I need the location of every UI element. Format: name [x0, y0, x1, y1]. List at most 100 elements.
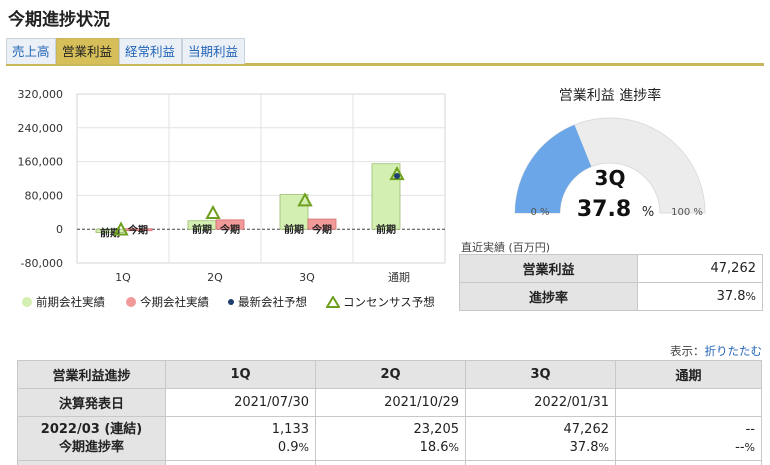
table-row: 決算発表日 2021/07/30 2021/10/29 2022/01/31	[17, 388, 762, 417]
fy-value-2q: 23,205	[413, 421, 460, 437]
consensus-marker	[113, 221, 129, 236]
fy-rate-3q: 37.8	[569, 439, 599, 455]
x-tick-label: 3Q	[299, 271, 315, 284]
recent-value-rate: 37.8%	[637, 282, 763, 311]
progress-header-row: 営業利益進捗 1Q 2Q 3Q 通期	[17, 360, 762, 389]
progress-gauge: 営業利益 進捗率 3Q 37.8% 0 % 100 %	[505, 85, 725, 235]
y-tick-label: 240,000	[18, 122, 64, 135]
announce-date-1q: 2021/07/30	[165, 388, 316, 417]
consensus-marker	[205, 204, 221, 219]
recent-value-rate-text: 37.8	[716, 289, 746, 304]
x-tick-label: 1Q	[115, 271, 131, 284]
next-row-cell	[315, 460, 466, 465]
fy-value-fy: --	[745, 421, 755, 437]
fy-rate-unit-1q: %	[298, 440, 309, 454]
x-tick-label: 通期	[388, 271, 410, 284]
bar-current-year	[215, 219, 245, 230]
gauge-quarter: 3Q	[595, 166, 626, 190]
fy-rate-unit-3q: %	[598, 440, 609, 454]
gauge-rate: 37.8	[577, 197, 631, 222]
fy-cell-1q: 1,133 0.9%	[165, 416, 316, 461]
recent-value-profit-text: 47,262	[710, 261, 757, 276]
fy-rate-2q: 18.6	[419, 439, 449, 455]
triangle-icon	[325, 295, 341, 308]
bar-label-prev: 前期	[284, 223, 304, 236]
consensus-marker	[389, 166, 405, 181]
fy-rate-fy: --	[735, 439, 745, 455]
tab-sales[interactable]: 売上高	[6, 38, 56, 64]
progress-header-1q: 1Q	[165, 360, 316, 389]
collapse-link[interactable]: 折りたたむ	[704, 344, 763, 358]
bar-label-current: 今期	[127, 224, 148, 237]
gauge-title: 営業利益 進捗率	[558, 88, 662, 104]
bar-label-current: 今期	[311, 223, 332, 236]
recent-results-label: 直近実績 (百万円)	[461, 241, 551, 254]
display-toggle-label: 表示：	[670, 344, 705, 358]
next-row-head	[17, 460, 166, 465]
bar-label-current: 今期	[219, 223, 240, 236]
next-row-cell	[615, 460, 762, 465]
table-row	[17, 460, 762, 465]
legend-swatch-current	[126, 297, 136, 307]
progress-table: 営業利益進捗 1Q 2Q 3Q 通期 決算発表日 2021/07/30 2021…	[17, 360, 762, 465]
fy-rate-1q: 0.9	[277, 439, 299, 455]
announce-date-2q: 2021/10/29	[315, 388, 466, 417]
tab-net-profit[interactable]: 当期利益	[182, 38, 245, 64]
recent-row-rate: 進捗率 37.8%	[459, 282, 763, 311]
page-title: 今期進捗状況	[8, 10, 110, 30]
legend-swatch-prev	[22, 297, 32, 307]
announce-date-head: 決算発表日	[17, 388, 166, 417]
display-toggle: 表示：折りたたむ	[670, 343, 762, 359]
bar-prev-year	[279, 194, 309, 230]
bar-current-year	[307, 218, 337, 230]
gauge-min-label: 0 %	[530, 207, 549, 218]
next-row-cell	[165, 460, 316, 465]
fy-rate-unit-fy: %	[744, 440, 755, 454]
fy-row-head-period: 2022/03 (連結)	[40, 421, 143, 437]
fy-value-1q: 1,133	[271, 421, 309, 437]
announce-date-fy	[615, 388, 762, 417]
recent-rate-unit: %	[745, 290, 756, 303]
progress-header-3q: 3Q	[465, 360, 616, 389]
legend-item-consensus: コンセンサス予想	[325, 294, 435, 310]
tab-bar: 売上高 営業利益 経常利益 当期利益	[6, 38, 764, 66]
forecast-marker	[394, 172, 400, 179]
fy-value-3q: 47,262	[563, 421, 610, 437]
y-tick-label: 160,000	[18, 156, 64, 169]
legend-label-prev: 前期会社実績	[36, 295, 105, 309]
bar-label-prev: 前期	[376, 223, 396, 236]
legend-item-current: 今期会社実績	[126, 294, 209, 310]
table-row: 2022/03 (連結) 今期進捗率 1,133 0.9% 23,205 18.6% …	[17, 416, 762, 461]
announce-date-3q: 2022/01/31	[465, 388, 616, 417]
fy-row-head: 2022/03 (連結) 今期進捗率	[17, 416, 166, 461]
next-row-cell	[465, 460, 616, 465]
tab-ordinary-profit[interactable]: 経常利益	[119, 38, 182, 64]
y-tick-label: 80,000	[25, 189, 64, 202]
recent-results-table: 営業利益 47,262 進捗率 37.8%	[459, 254, 763, 311]
fy-cell-fy: -- --%	[615, 416, 762, 461]
fy-row-head-rate: 今期進捗率	[58, 439, 124, 455]
fy-cell-2q: 23,205 18.6%	[315, 416, 466, 461]
fy-rate-unit-2q: %	[448, 440, 459, 454]
legend-item-prev: 前期会社実績	[22, 294, 105, 310]
progress-bar-chart: 320,000 240,000 160,000 80,000 0 -80,000 1Q 2Q 3…	[0, 80, 450, 320]
gauge-max-label: 100 %	[671, 207, 703, 218]
gauge-rate-unit: %	[642, 205, 654, 220]
recent-row-profit: 営業利益 47,262	[459, 254, 763, 283]
y-tick-label: 0	[56, 223, 63, 236]
fy-cell-3q: 47,262 37.8%	[465, 416, 616, 461]
recent-value-profit: 47,262	[637, 254, 763, 283]
legend-label-current: 今期会社実績	[140, 295, 209, 309]
legend-label-forecast: 最新会社予想	[238, 295, 307, 309]
y-tick-label: 320,000	[18, 88, 64, 101]
progress-header-2q: 2Q	[315, 360, 466, 389]
gauge-fill	[515, 124, 592, 213]
recent-head-profit: 営業利益	[459, 254, 638, 283]
progress-header-fy: 通期	[615, 360, 762, 389]
progress-header-title: 営業利益進捗	[17, 360, 166, 389]
recent-head-rate: 進捗率	[459, 282, 638, 311]
bar-label-prev: 前期	[100, 227, 120, 240]
tab-operating-profit[interactable]: 営業利益	[56, 38, 119, 64]
y-tick-label: -80,000	[21, 257, 63, 270]
bar-label-prev: 前期	[192, 223, 212, 236]
